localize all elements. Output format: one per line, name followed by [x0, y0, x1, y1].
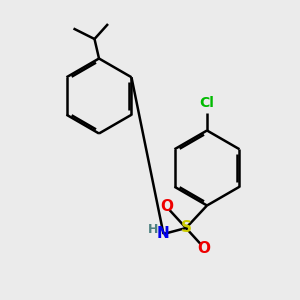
Text: O: O: [160, 199, 174, 214]
Text: Cl: Cl: [200, 96, 214, 110]
Text: S: S: [181, 220, 191, 236]
Text: N: N: [157, 226, 170, 242]
Text: H: H: [148, 223, 158, 236]
Text: O: O: [197, 241, 211, 256]
